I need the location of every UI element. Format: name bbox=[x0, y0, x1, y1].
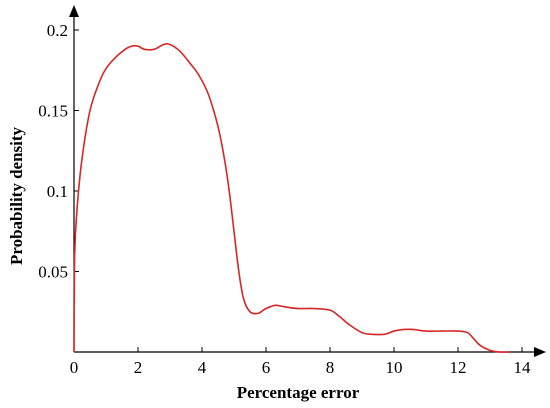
density-curve bbox=[73, 42, 510, 353]
x-axis-title: Percentage error bbox=[237, 383, 360, 402]
y-axis-title: Probability density bbox=[7, 126, 26, 265]
y-tick-label: 0.15 bbox=[38, 102, 68, 121]
x-tick-label: 6 bbox=[262, 358, 271, 377]
y-tick-label: 0.2 bbox=[47, 21, 68, 40]
x-tick-label: 10 bbox=[386, 358, 403, 377]
x-tick-label: 4 bbox=[198, 358, 207, 377]
x-tick-label: 8 bbox=[326, 358, 335, 377]
y-axis-arrow bbox=[69, 5, 79, 17]
x-tick-label: 12 bbox=[450, 358, 467, 377]
y-tick-label: 0.05 bbox=[38, 263, 68, 282]
x-tick-label: 14 bbox=[514, 358, 532, 377]
x-axis-arrow bbox=[534, 347, 546, 357]
x-tick-label: 2 bbox=[134, 358, 143, 377]
x-tick-label: 0 bbox=[70, 358, 79, 377]
y-tick-label: 0.1 bbox=[47, 182, 68, 201]
